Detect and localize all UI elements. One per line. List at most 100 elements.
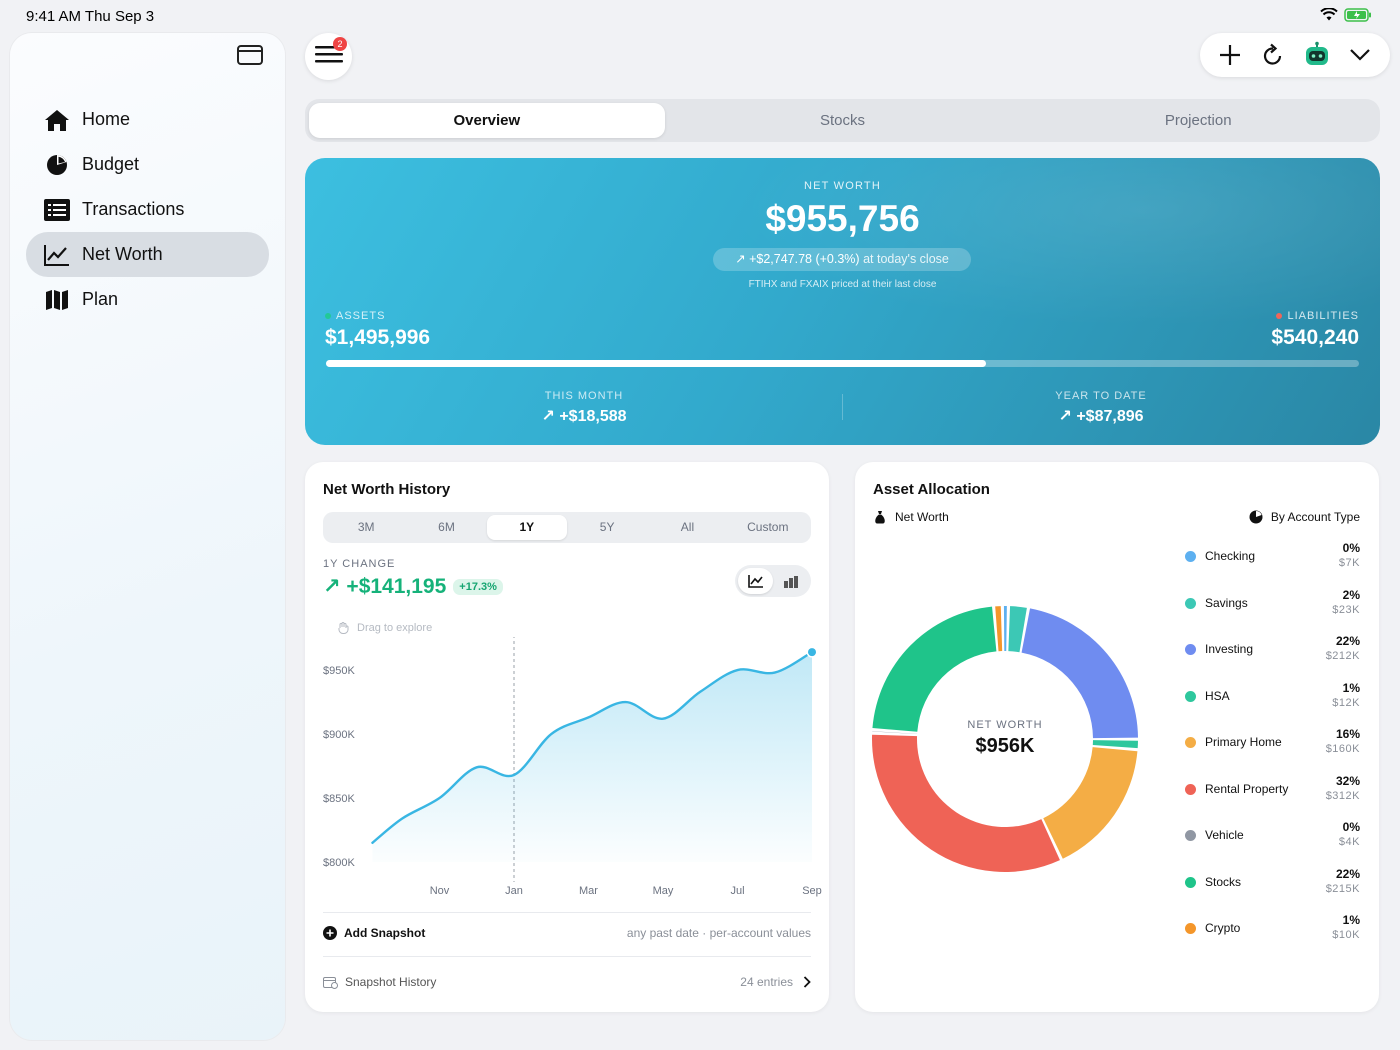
y-tick-label: $950K: [323, 665, 355, 677]
asset-allocation-card: Asset Allocation Net Worth By Account Ty…: [855, 462, 1379, 1012]
drag-hint: Drag to explore: [337, 622, 432, 634]
donut-center-label: NET WORTH: [967, 719, 1043, 731]
legend-item-hsa[interactable]: HSA 1% $12K: [1185, 678, 1360, 725]
legend-pct: 2%: [1342, 587, 1360, 602]
add-snapshot-note: any past date · per-account values: [626, 926, 811, 940]
change-pct-badge: +17.3%: [453, 578, 503, 595]
x-tick-label: Jul: [730, 885, 744, 897]
chart-type-toggle: [735, 565, 811, 597]
donut-slice-crypto[interactable]: [995, 606, 1003, 652]
sidebar-item-transactions[interactable]: Transactions: [26, 187, 269, 232]
net-worth-label: NET WORTH: [803, 180, 881, 192]
pricing-note: FTIHX and FXAIX priced at their last clo…: [748, 279, 937, 290]
change-label: 1Y CHANGE: [323, 558, 396, 570]
donut-slice-rental-property[interactable]: [872, 734, 1060, 872]
sidebar-item-label: Plan: [82, 289, 119, 309]
map-icon: [44, 287, 70, 313]
sidebar-item-home[interactable]: Home: [26, 97, 269, 142]
sidebar-item-label: Home: [82, 109, 131, 129]
range-custom[interactable]: Custom: [747, 520, 789, 534]
tab-projection[interactable]: Projection: [1164, 112, 1232, 129]
net-worth-history-chart[interactable]: $950K$900K$850K$800KNovJanMarMayJulSepCo…: [305, 637, 829, 897]
status-time: 9:41 AM Thu Sep 3: [26, 8, 155, 25]
legend-name: Rental Property: [1205, 781, 1289, 796]
sidebar-item-plan[interactable]: Plan: [26, 277, 269, 322]
donut-slice-primary-home[interactable]: [1043, 747, 1138, 859]
legend-dot: [1185, 923, 1196, 934]
x-tick-label: Mar: [579, 885, 598, 897]
legend-amount: $10K: [1332, 929, 1360, 941]
sidebar-item-budget[interactable]: Budget: [26, 142, 269, 187]
legend-dot: [1185, 551, 1196, 562]
group-by-selector[interactable]: By Account Type: [1249, 510, 1360, 524]
legend-pct: 1%: [1342, 680, 1360, 695]
group-by-label: By Account Type: [1270, 510, 1360, 524]
donut-slice-savings[interactable]: [1008, 606, 1027, 653]
assistant-button[interactable]: [1303, 41, 1331, 69]
donut-slice-checking[interactable]: [1003, 606, 1007, 652]
donut-slice-stocks[interactable]: [872, 606, 997, 732]
legend-item-crypto[interactable]: Crypto 1% $10K: [1185, 910, 1360, 957]
x-tick-label: Nov: [430, 885, 450, 897]
legend-item-savings[interactable]: Savings 2% $23K: [1185, 585, 1360, 632]
refresh-button[interactable]: [1259, 41, 1287, 69]
liabilities-label: LIABILITIES: [1287, 310, 1359, 322]
legend-item-primary-home[interactable]: Primary Home 16% $160K: [1185, 724, 1360, 771]
tab-overview[interactable]: Overview: [309, 103, 665, 138]
sidebar-toggle-icon[interactable]: [237, 45, 263, 65]
range-1y[interactable]: 1Y: [486, 515, 567, 540]
list-icon: [44, 197, 70, 223]
legend-dot: [1185, 876, 1196, 888]
sidebar: Home Budget Transactions Net Worth Plan: [10, 33, 285, 1040]
drag-hint-text: Drag to explore: [357, 622, 433, 634]
legend-item-vehicle[interactable]: Vehicle 0% $4K: [1185, 817, 1360, 864]
legend-pct: 1%: [1342, 913, 1360, 927]
this-month-stat: THIS MONTH ↗ +$18,588: [434, 390, 734, 426]
legend-item-checking[interactable]: Checking 0% $7K: [1185, 538, 1360, 585]
menu-button[interactable]: 2: [305, 33, 352, 80]
legend-item-rental-property[interactable]: Rental Property 32% $312K: [1185, 771, 1360, 818]
tab-stocks[interactable]: Stocks: [820, 112, 866, 129]
bar-chart-toggle[interactable]: [773, 568, 808, 594]
range-selector: 3M 6M 1Y 5Y All Custom: [323, 512, 811, 543]
donut-slice-investing[interactable]: [1021, 608, 1138, 739]
refresh-icon: [1264, 43, 1282, 65]
range-all[interactable]: All: [680, 520, 695, 534]
line-chart-toggle[interactable]: [738, 568, 773, 594]
donut-slice-hsa[interactable]: [1092, 740, 1138, 749]
liabilities-label-row: LIABILITIES: [1276, 310, 1359, 322]
assets-dot: [325, 313, 331, 320]
sidebar-item-net-worth[interactable]: Net Worth: [26, 232, 269, 277]
notification-badge: 2: [333, 37, 347, 51]
legend-name: Savings: [1205, 595, 1248, 610]
allocation-legend: Checking 0% $7K Savings 2% $23K Investing 22% $2…: [1185, 538, 1360, 957]
legend-item-stocks[interactable]: Stocks 22% $215K: [1185, 864, 1360, 911]
allocation-donut-chart[interactable]: [855, 589, 1155, 889]
add-button[interactable]: [1216, 41, 1244, 69]
snapshot-history-row[interactable]: Snapshot History 24 entries: [323, 975, 811, 989]
legend-dot: [1185, 644, 1196, 655]
legend-dot: [1185, 737, 1196, 748]
robot-icon: [1305, 41, 1328, 65]
ytd-label: YEAR TO DATE: [1055, 390, 1147, 402]
snapshot-count-wrap: 24 entries: [740, 975, 811, 989]
hand-icon: [338, 622, 349, 634]
range-3m[interactable]: 3M: [357, 520, 375, 534]
legend-pct: 22%: [1335, 866, 1360, 881]
chevron-down-button[interactable]: [1346, 41, 1374, 69]
legend-amount: $4K: [1338, 836, 1360, 848]
net-worth-filter[interactable]: Net Worth: [873, 510, 949, 524]
row-divider: [323, 912, 811, 913]
x-tick-label: Sep: [802, 885, 822, 897]
donut-slice-vehicle[interactable]: [872, 731, 918, 735]
daily-change-suffix: at today's close: [863, 252, 949, 266]
range-5y[interactable]: 5Y: [599, 520, 615, 534]
legend-pct: 0%: [1342, 820, 1360, 834]
y-tick-label: $900K: [323, 729, 355, 741]
range-6m[interactable]: 6M: [438, 520, 455, 534]
status-bar: 9:41 AM Thu Sep 3: [0, 0, 1400, 32]
latest-point: [808, 648, 816, 657]
add-snapshot-row[interactable]: Add Snapshot any past date · per-account…: [323, 926, 811, 940]
chevron-right-icon: [803, 976, 811, 988]
legend-item-investing[interactable]: Investing 22% $212K: [1185, 631, 1360, 678]
